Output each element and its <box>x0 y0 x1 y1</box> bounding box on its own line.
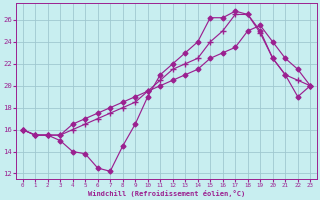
X-axis label: Windchill (Refroidissement éolien,°C): Windchill (Refroidissement éolien,°C) <box>88 190 245 197</box>
